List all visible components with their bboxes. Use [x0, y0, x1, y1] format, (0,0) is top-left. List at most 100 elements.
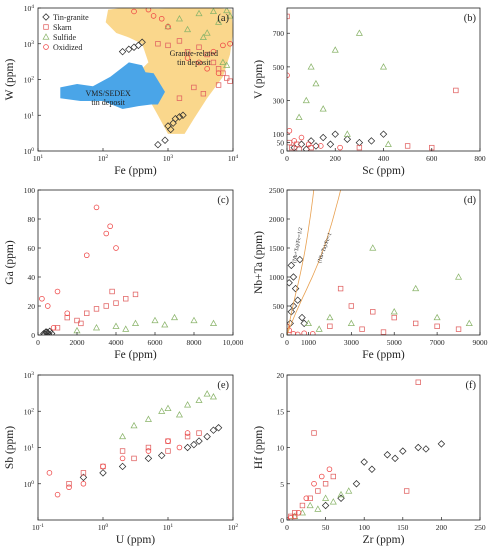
mark-layer [287, 13, 459, 151]
data-point-oxidized [184, 430, 191, 436]
data-point-oxidized [119, 455, 126, 462]
y-tick-label: 104 [24, 4, 35, 13]
data-point-skarn [204, 51, 210, 58]
data-point-sulfide [223, 61, 231, 68]
x-tick-label: 50 [322, 523, 330, 532]
y-tick-label: 2500 [269, 186, 284, 195]
data-point-oxidized [291, 513, 298, 520]
data-point-skarn [165, 448, 171, 454]
data-point-oxidized [165, 23, 171, 30]
data-point-sulfide [390, 308, 398, 315]
legend-item-sulfide: Sulfide [42, 33, 77, 42]
data-point-skarn [327, 323, 333, 329]
data-point-tin-granite [319, 133, 327, 142]
data-point-oxidized [107, 223, 113, 230]
y-tick-label: 500 [273, 302, 285, 311]
data-point-sulfide [345, 487, 353, 494]
reference-line [287, 190, 315, 335]
data-point-skarn [132, 291, 139, 298]
x-tick-label: 400 [378, 154, 390, 163]
data-point-oxidized [158, 15, 165, 22]
data-point-sulfide [151, 316, 159, 324]
data-point-oxidized [288, 515, 294, 520]
data-point-sulfide [144, 415, 152, 422]
y-tick-label: 1500 [269, 244, 284, 253]
y-tick-label: 0 [280, 331, 284, 340]
data-point-skarn [176, 95, 183, 101]
data-point-oxidized [54, 491, 61, 498]
x-tick-label: 4000 [109, 338, 124, 347]
data-point-oxidized [93, 204, 100, 211]
data-point-skarn [74, 317, 80, 324]
mark-layer [118, 8, 233, 149]
data-point-skarn [184, 433, 191, 440]
data-point-sulfide [130, 421, 138, 429]
y-tick-label: 1000 [269, 273, 284, 282]
data-point-skarn [210, 59, 217, 66]
panel-c-frame [37, 189, 234, 336]
y-tick-label: 0 [31, 331, 35, 340]
data-point-tin-granite [302, 145, 311, 151]
data-point-skarn [330, 473, 336, 480]
data-point-sulfide [319, 105, 327, 112]
y-tick-label: 60 [28, 244, 36, 253]
region-label: tin deposit [91, 98, 125, 107]
region-vms-sedex-tin-deposit [60, 62, 165, 109]
x-tick-label: 100 [359, 523, 371, 532]
data-point-oxidized [287, 128, 293, 134]
data-point-oxidized [80, 480, 87, 487]
data-point-sulfide [347, 319, 355, 326]
data-point-skarn [311, 430, 317, 436]
y-tick-label: 101 [24, 111, 35, 120]
data-point-tin-granite [352, 480, 361, 488]
data-point-tin-granite [166, 125, 175, 134]
data-point-sulfide [312, 79, 320, 87]
panel-a-label: (a) [217, 13, 229, 24]
data-point-oxidized [113, 245, 119, 251]
data-point-tin-granite [343, 135, 352, 143]
data-point-skarn [337, 285, 344, 292]
data-point-sulfide [307, 63, 315, 70]
y-tick-label: 0 [280, 516, 284, 525]
data-point-sulfide [209, 393, 217, 400]
data-point-skarn [359, 326, 365, 332]
data-point-skarn [322, 481, 329, 487]
data-point-oxidized [83, 252, 90, 259]
data-point-oxidized [150, 13, 157, 19]
tick-layer: 0 1000 3000 5000 7000 9000 0 500 1000 1500 2000 250… [269, 186, 488, 347]
legend-marker-symbol [42, 13, 50, 21]
x-tick-label: 10,000 [223, 338, 244, 347]
legend: Tin-granite Skarn Sulfide Oxidized [42, 13, 89, 52]
data-point-sulfide [209, 8, 217, 15]
data-point-skarn [165, 42, 171, 49]
data-point-oxidized [39, 295, 45, 302]
x-tick-label: 5000 [387, 338, 402, 347]
data-point-skarn [307, 495, 313, 501]
x-tick-label: 150 [397, 523, 409, 532]
mark-layer [287, 379, 446, 520]
legend-item-skarn: Skarn [43, 23, 72, 32]
data-point-tin-granite [99, 469, 107, 477]
data-point-oxidized [326, 466, 333, 473]
legend-marker-symbol [43, 44, 49, 50]
x-tick-label: 101 [33, 154, 44, 163]
data-point-sulfide [175, 14, 183, 22]
data-point-tin-granite [157, 451, 166, 460]
x-tick-label: 250 [474, 523, 486, 532]
x-tick-label: 8000 [187, 338, 202, 347]
data-point-tin-granite [383, 451, 392, 459]
data-point-tin-granite [125, 45, 133, 54]
data-point-skarn [200, 91, 207, 97]
y-tick-label: 102 [24, 76, 35, 85]
panel-f-x-axis-title: Zr (ppm) [363, 534, 405, 546]
data-point-skarn [78, 320, 84, 327]
panel-f-y-axis-title: Hf (ppm) [253, 426, 265, 469]
data-point-tin-granite [171, 114, 180, 123]
data-point-skarn [412, 320, 419, 327]
x-tick-label: 0 [285, 154, 289, 163]
legend-item-tin-granite: Tin-granite [42, 13, 89, 22]
data-point-skarn [356, 144, 363, 151]
data-point-skarn [215, 82, 222, 88]
data-point-oxidized [294, 331, 301, 335]
